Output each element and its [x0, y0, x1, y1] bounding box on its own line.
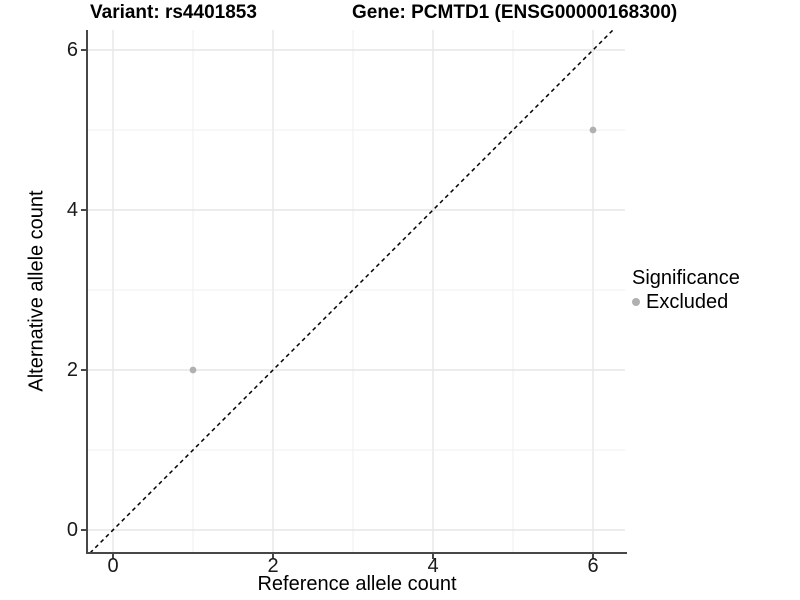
- plot-title-variant: Variant: rs4401853: [90, 2, 257, 23]
- legend: Significance Excluded: [632, 267, 740, 313]
- x-tick-label: 4: [427, 555, 439, 577]
- y-axis-title: Alternative allele count: [25, 190, 48, 392]
- data-point: [189, 366, 197, 374]
- y-tick-label: 2: [66, 359, 78, 381]
- identity-line: [89, 29, 614, 554]
- data-point: [589, 126, 597, 134]
- legend-item-label: Excluded: [646, 291, 729, 313]
- legend-title: Significance: [632, 267, 740, 289]
- x-tick-label: 2: [267, 555, 279, 577]
- y-tick-label: 0: [66, 519, 78, 541]
- x-tick-label: 6: [587, 555, 599, 577]
- x-tick-label: 0: [107, 555, 119, 577]
- legend-item: Excluded: [632, 291, 740, 313]
- y-tick-label: 4: [66, 199, 78, 221]
- legend-items: Excluded: [632, 291, 740, 313]
- plot-title-gene: Gene: PCMTD1 (ENSG00000168300): [352, 2, 678, 23]
- y-tick-label: 6: [66, 39, 78, 61]
- legend-key-dot: [632, 298, 640, 306]
- x-axis-title: Reference allele count: [257, 573, 457, 595]
